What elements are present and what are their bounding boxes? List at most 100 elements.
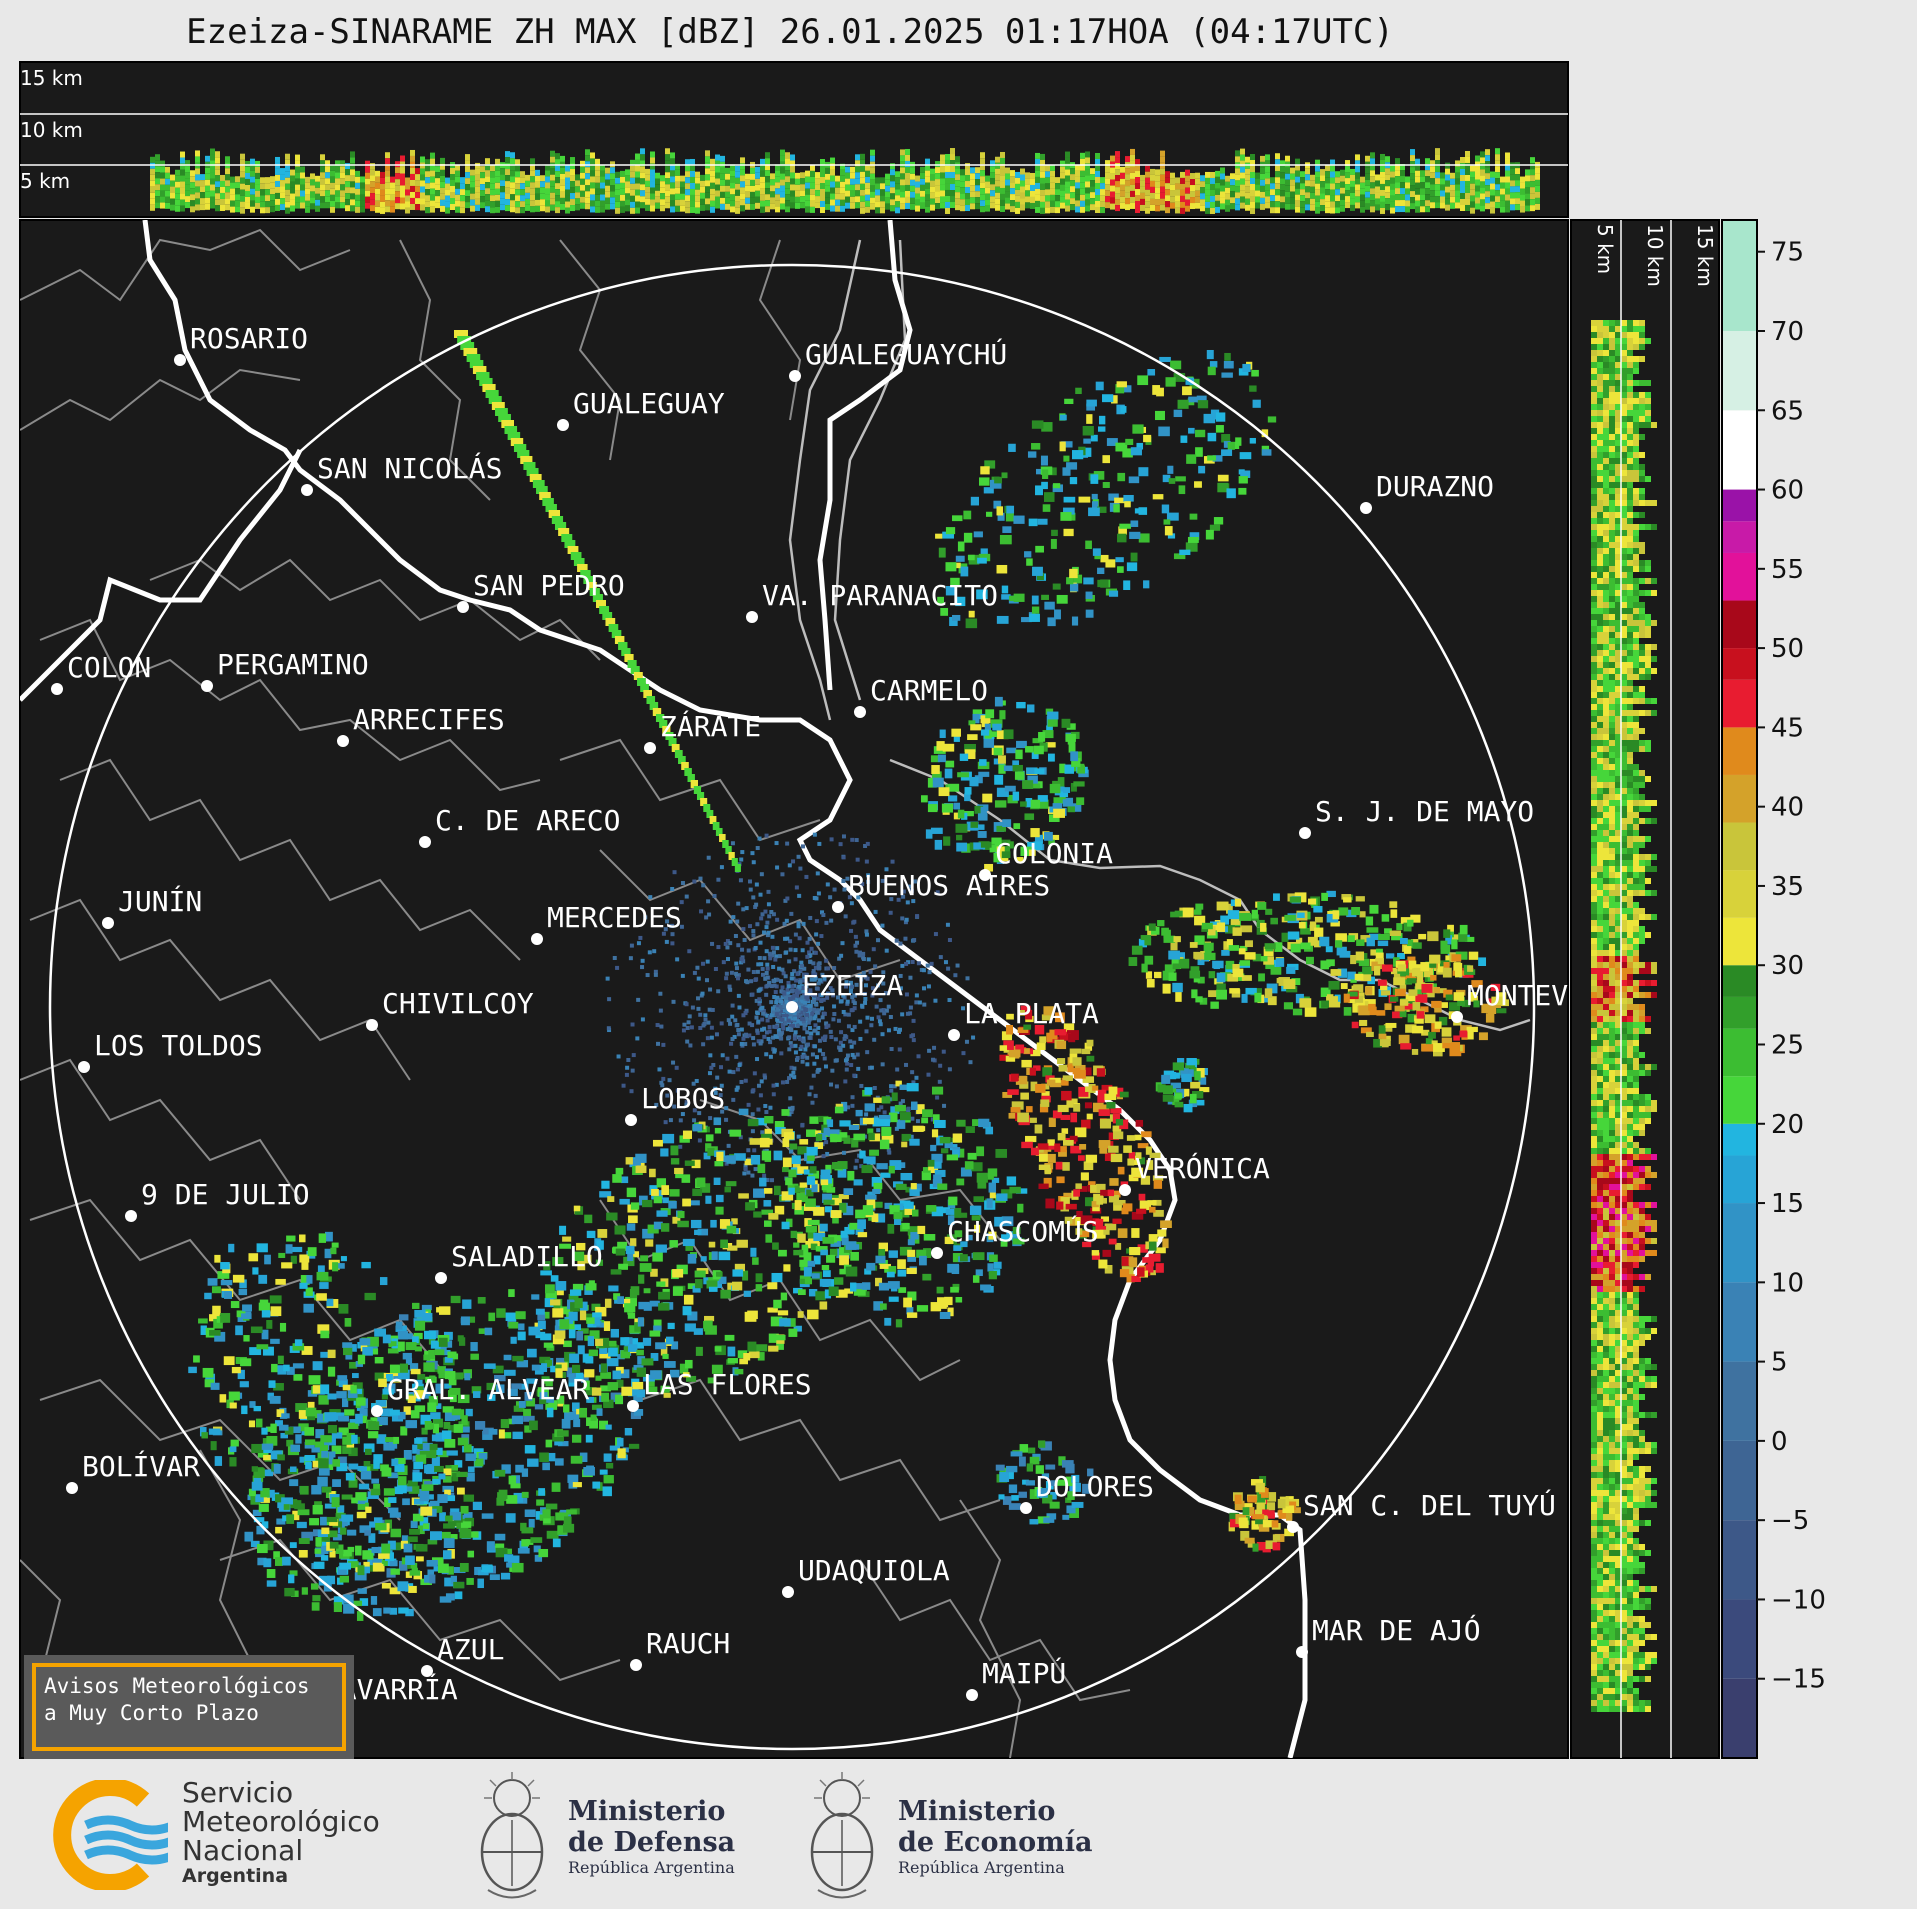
city-marker: [371, 1405, 383, 1417]
colorbar-band: [1722, 965, 1757, 997]
colorbar-band: [1722, 727, 1757, 775]
colorbar-band: [1722, 552, 1757, 601]
city-marker: [644, 742, 656, 754]
city-marker: [201, 680, 213, 692]
colorbar-band: [1722, 220, 1757, 331]
city-marker: [557, 419, 569, 431]
colorbar-band: [1722, 521, 1757, 553]
city-label: SAN NICOLÁS: [317, 451, 502, 485]
city-label: ZÁRATE: [660, 709, 761, 743]
warning-box[interactable]: Avisos Meteorológicos a Muy Corto Plazo: [24, 1655, 354, 1759]
colorbar-band: [1722, 1282, 1757, 1362]
ministry-country: República Argentina: [568, 1858, 735, 1877]
city-marker: [102, 917, 114, 929]
city-marker: [174, 354, 186, 366]
colorbar-band: [1722, 1599, 1757, 1679]
city-marker: [746, 611, 758, 623]
ministry-name: de Defensa: [568, 1827, 736, 1858]
top-height-panel: 15 km 10 km 5 km: [19, 61, 1569, 218]
colorbar-tick-label: 15: [1771, 1189, 1804, 1219]
coastline: [20, 220, 1308, 1758]
city-marker: [1360, 502, 1372, 514]
city-label: COLONIA: [995, 837, 1113, 870]
colorbar-band: [1722, 648, 1757, 680]
colorbar-band: [1722, 600, 1757, 649]
top-height-label: 10 km: [20, 118, 83, 142]
city-label: CARMELO: [870, 674, 988, 707]
city-label: 9 DE JULIO: [141, 1178, 310, 1211]
city-marker: [66, 1482, 78, 1494]
colorbar-band: [1722, 410, 1757, 490]
colorbar-tick-label: 70: [1771, 317, 1804, 347]
city-label: S. J. DE MAYO: [1315, 795, 1534, 828]
smn-country: Argentina: [182, 1865, 289, 1887]
ministry-name: Ministerio: [898, 1796, 1056, 1827]
colorbar-tick-label: −5: [1771, 1506, 1809, 1536]
coat-of-arms-icon: [480, 1772, 544, 1899]
city-label: PERGAMINO: [217, 648, 369, 681]
colorbar-band: [1722, 1028, 1757, 1077]
city-marker: [627, 1400, 639, 1412]
city-label: MAIPÚ: [982, 1656, 1066, 1690]
colorbar-tick-label: 5: [1771, 1348, 1788, 1378]
colorbar-band: [1722, 1440, 1757, 1521]
city-marker: [786, 1001, 798, 1013]
colorbar-tick-label: −10: [1771, 1585, 1826, 1615]
city-label: JUNÍN: [118, 884, 202, 918]
colorbar-band: [1722, 1155, 1757, 1204]
ministry-name: Ministerio: [568, 1796, 726, 1827]
city-label: VERÓNICA: [1135, 1151, 1270, 1185]
warning-line: a Muy Corto Plazo: [44, 1701, 259, 1725]
colorbar-tick-label: 10: [1771, 1268, 1804, 1298]
colorbar-band: [1722, 774, 1757, 823]
colorbar-tick-label: 50: [1771, 634, 1804, 664]
smn-name: Nacional: [182, 1834, 304, 1867]
city-label: BOLÍVAR: [82, 1449, 200, 1483]
colorbar-band: [1722, 330, 1757, 411]
smn-name: Servicio: [182, 1776, 294, 1809]
city-label: DOLORES: [1036, 1470, 1154, 1503]
city-label: VA. PARANACITO: [762, 579, 998, 612]
colorbar-tick-label: 55: [1771, 555, 1804, 585]
city-marker: [1451, 1011, 1463, 1023]
top-height-label: 15 km: [20, 66, 83, 90]
city-marker: [1020, 1502, 1032, 1514]
colorbar-tick-label: 60: [1771, 476, 1804, 506]
city-label: EZEIZA: [802, 969, 903, 1002]
colorbar-band: [1722, 1361, 1757, 1441]
city-label: LOS TOLDOS: [94, 1029, 263, 1062]
colorbar-tick-label: 75: [1771, 238, 1804, 268]
city-marker: [301, 484, 313, 496]
city-marker: [51, 683, 63, 695]
side-height-label: 10 km: [1643, 224, 1667, 287]
city-marker: [78, 1061, 90, 1073]
city-label: AZUL: [437, 1633, 504, 1666]
city-label: UDAQUIOLA: [798, 1554, 950, 1587]
colorbar-band: [1722, 1076, 1757, 1124]
city-marker: [625, 1114, 637, 1126]
city-marker: [948, 1029, 960, 1041]
colorbar-band: [1722, 822, 1757, 871]
footer: Servicio Meteorológico Nacional Argentin…: [0, 1762, 1917, 1909]
coat-of-arms-icon: [810, 1772, 874, 1899]
city-label: MERCEDES: [547, 901, 682, 934]
city-label: GUALEGUAY: [573, 387, 725, 420]
range-ring: [48, 263, 1536, 1751]
city-label: COLON: [67, 651, 151, 684]
colorbar-band: [1722, 917, 1757, 966]
city-marker: [789, 370, 801, 382]
city-label: SAN C. DEL TUYÚ: [1303, 1488, 1556, 1522]
colorbar-tick-label: 20: [1771, 1110, 1804, 1140]
side-height-label: 5 km: [1593, 224, 1617, 274]
top-height-label: 5 km: [20, 169, 70, 193]
city-marker: [531, 933, 543, 945]
city-label: ROSARIO: [190, 322, 308, 355]
city-marker: [1287, 1521, 1299, 1533]
city-marker: [457, 601, 469, 613]
page-title: Ezeiza-SINARAME ZH MAX [dBZ] 26.01.2025 …: [186, 12, 1394, 52]
colorbar-band: [1722, 679, 1757, 728]
colorbar-band: [1722, 1123, 1757, 1156]
colorbar-tick-label: 30: [1771, 951, 1804, 981]
